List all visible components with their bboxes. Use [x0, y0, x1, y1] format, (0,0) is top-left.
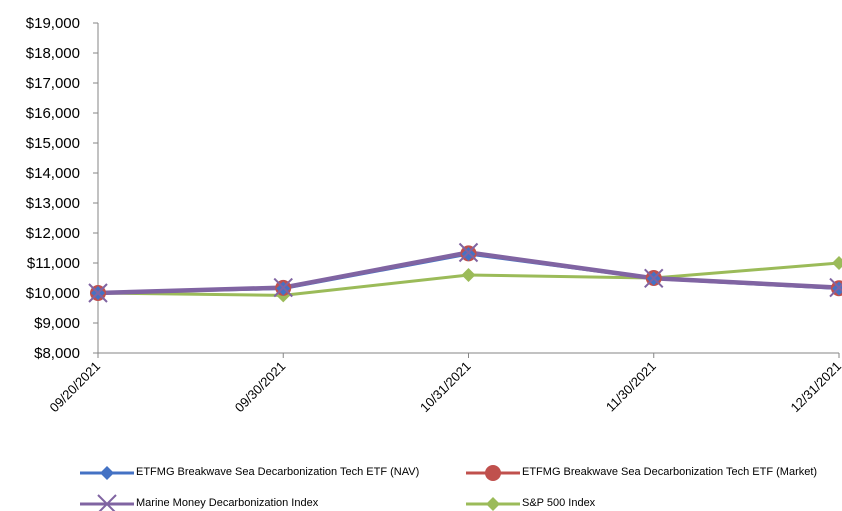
- series-3-point: [832, 256, 842, 270]
- legend-swatch-3: [466, 497, 520, 511]
- y-axis-ticks: $8,000 $9,000 $10,000 $11,000 $12,000 $13,000…: [26, 15, 80, 362]
- legend-swatch-1: [466, 465, 520, 481]
- y-tick-label: $13,000: [26, 195, 80, 212]
- x-axis-ticks: 09/20/2021 09/30/2021 10/31/2021 11/30/2021…: [46, 359, 842, 416]
- x-tick-label: 09/30/2021: [232, 359, 289, 416]
- axes: [93, 22, 840, 358]
- x-tick-label: 10/31/2021: [417, 359, 474, 416]
- legend-swatch-0: [80, 466, 134, 480]
- y-tick-label: $18,000: [26, 45, 80, 62]
- y-tick-label: $19,000: [26, 15, 80, 32]
- x-tick-label: 11/30/2021: [603, 359, 659, 415]
- series-2-point: [644, 268, 664, 289]
- x-tick-label: 09/20/2021: [46, 359, 103, 416]
- series-2-point: [88, 283, 108, 303]
- series-2-point: [458, 242, 479, 263]
- y-tick-label: $14,000: [26, 165, 80, 182]
- y-tick-label: $9,000: [34, 315, 80, 332]
- x-tick-label: 12/31/2021: [787, 359, 842, 416]
- legend-swatches: [80, 465, 520, 511]
- y-tick-label: $10,000: [26, 285, 80, 302]
- legend-swatch-2: [80, 494, 134, 511]
- series-3-point: [461, 268, 476, 282]
- y-tick-label: $12,000: [26, 225, 80, 242]
- series-markers: [88, 242, 842, 303]
- series-2-point: [829, 277, 842, 298]
- series-0-point: [461, 247, 476, 261]
- y-tick-label: $16,000: [26, 105, 80, 122]
- y-tick-label: $11,000: [27, 255, 80, 272]
- y-tick-label: $8,000: [34, 345, 80, 362]
- y-tick-label: $15,000: [26, 135, 80, 152]
- y-tick-label: $17,000: [26, 75, 80, 92]
- series-2-point: [273, 277, 293, 298]
